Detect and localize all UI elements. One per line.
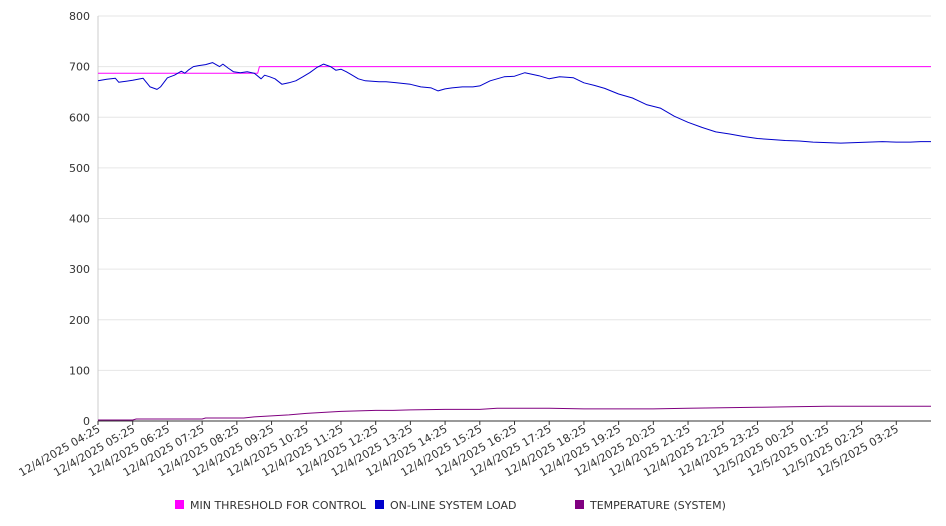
y-tick-label: 400 (69, 213, 90, 226)
legend: MIN THRESHOLD FOR CONTROL ON-LINE SYSTEM … (175, 499, 726, 512)
series-line-2 (97, 62, 931, 144)
series-layer (97, 62, 931, 421)
legend-swatch (375, 500, 384, 509)
legend-swatch (575, 500, 584, 509)
axis-layer (97, 16, 931, 425)
legend-label: MIN THRESHOLD FOR CONTROL (190, 499, 367, 512)
y-tick-labels: 0 100 200 300 400 500 600 700 800 (69, 10, 90, 428)
grid-layer (98, 15, 931, 371)
y-tick-label: 300 (69, 263, 90, 276)
y-tick-label: 500 (69, 162, 90, 175)
y-tick-label: 0 (83, 415, 90, 428)
y-tick-label: 200 (69, 314, 90, 327)
y-tick-label: 600 (69, 111, 90, 124)
series-line-1 (98, 66, 931, 74)
y-tick-label: 100 (69, 364, 90, 377)
series-line-3 (98, 405, 931, 421)
y-tick-label: 800 (69, 10, 90, 23)
y-tick-label: 700 (69, 61, 90, 74)
legend-swatch (175, 500, 184, 509)
legend-label: TEMPERATURE (SYSTEM) (589, 499, 726, 512)
legend-label: ON-LINE SYSTEM LOAD (390, 499, 516, 512)
